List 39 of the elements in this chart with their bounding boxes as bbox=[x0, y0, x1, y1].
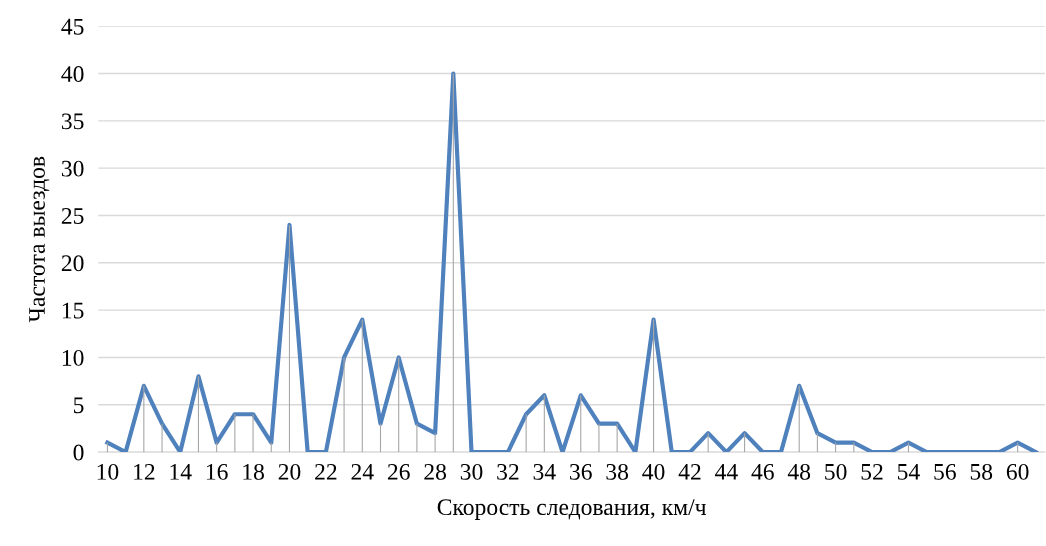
x-tick-label: 10 bbox=[97, 463, 119, 480]
x-tick-label: 18 bbox=[243, 463, 264, 480]
x-tick-label: 12 bbox=[134, 463, 155, 480]
x-tick-label: 24 bbox=[351, 463, 374, 480]
y-tick-label: 20 bbox=[61, 255, 84, 272]
y-tick-label: 30 bbox=[61, 160, 84, 177]
y-tick-label: 45 bbox=[61, 18, 84, 35]
y-tick-label: 0 bbox=[73, 444, 84, 461]
x-tick-label: 36 bbox=[570, 463, 592, 480]
x-tick-label: 38 bbox=[606, 463, 629, 480]
x-tick-label: 16 bbox=[206, 463, 228, 480]
x-tick-label: 34 bbox=[533, 463, 556, 480]
y-tick-label: 5 bbox=[74, 397, 84, 414]
x-tick-label: 26 bbox=[387, 463, 410, 480]
line-series bbox=[105, 71, 1038, 453]
x-tick-label: 14 bbox=[170, 464, 192, 480]
x-tick-label: 22 bbox=[315, 463, 337, 480]
x-tick-label: 48 bbox=[787, 463, 811, 480]
x-tick-label: 50 bbox=[825, 463, 847, 480]
x-tick-label: 28 bbox=[424, 463, 447, 480]
y-tick-label: 25 bbox=[61, 208, 84, 224]
y-tick-label: 35 bbox=[61, 113, 84, 130]
x-tick-label: 30 bbox=[460, 463, 483, 480]
x-tick-label: 44 bbox=[715, 464, 738, 480]
y-tick-label: 40 bbox=[61, 66, 84, 82]
y-tick-label: 15 bbox=[62, 302, 84, 319]
x-tick-label: 20 bbox=[278, 463, 301, 480]
x-tick-label: 54 bbox=[897, 464, 920, 480]
x-tick-label: 56 bbox=[934, 463, 956, 480]
x-tick-label: 60 bbox=[1006, 463, 1029, 480]
y-axis-title: Частота выездов bbox=[29, 156, 50, 323]
x-tick-label: 52 bbox=[861, 463, 883, 480]
x-tick-label: 42 bbox=[678, 463, 701, 480]
x-tick-label: 32 bbox=[497, 463, 519, 480]
x-tick-label: 40 bbox=[642, 463, 665, 480]
y-tick-label: 10 bbox=[62, 349, 84, 366]
x-tick-label: 46 bbox=[751, 463, 774, 480]
x-tick-label: 58 bbox=[970, 463, 993, 480]
x-axis-title: Скорость следования, км/ч bbox=[437, 499, 706, 520]
